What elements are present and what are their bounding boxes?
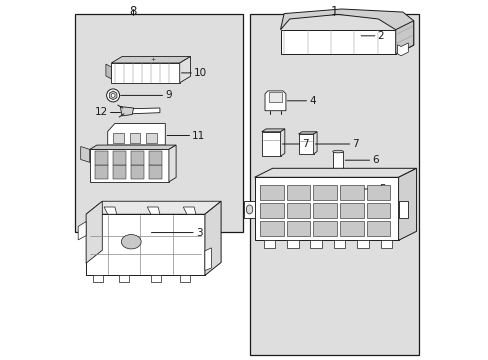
Polygon shape [204, 248, 211, 270]
Bar [313, 203, 336, 218]
Polygon shape [147, 207, 160, 214]
Bar [313, 184, 336, 200]
Polygon shape [398, 201, 407, 218]
Polygon shape [298, 132, 316, 134]
Polygon shape [397, 43, 407, 56]
Polygon shape [244, 201, 254, 218]
Bar [332, 152, 343, 169]
Text: 7: 7 [282, 139, 308, 149]
Bar [356, 240, 368, 248]
Polygon shape [254, 168, 416, 177]
Bar [151, 275, 161, 282]
Bar [113, 151, 125, 165]
Polygon shape [89, 145, 176, 149]
Bar [366, 184, 389, 200]
Polygon shape [261, 132, 280, 156]
Polygon shape [111, 57, 190, 63]
Bar [113, 133, 123, 143]
Text: 1: 1 [330, 5, 338, 18]
Text: 12: 12 [94, 107, 107, 117]
Polygon shape [111, 63, 179, 83]
Bar [263, 240, 275, 248]
Bar [260, 184, 283, 200]
Circle shape [106, 89, 120, 102]
Text: 11: 11 [167, 131, 205, 140]
Polygon shape [78, 221, 86, 240]
Circle shape [111, 94, 115, 97]
Polygon shape [86, 214, 204, 275]
Bar [260, 203, 283, 218]
Polygon shape [120, 107, 133, 116]
Bar [333, 240, 345, 248]
Bar [179, 275, 189, 282]
Text: 5: 5 [362, 184, 386, 194]
Bar [249, 14, 418, 355]
Bar [93, 275, 103, 282]
Polygon shape [81, 147, 89, 162]
Polygon shape [109, 91, 117, 100]
Polygon shape [131, 108, 160, 114]
Bar [310, 240, 321, 248]
Polygon shape [104, 207, 117, 214]
Bar [366, 203, 389, 218]
Bar [339, 184, 363, 200]
Text: 6: 6 [345, 155, 378, 165]
Bar [286, 184, 310, 200]
Polygon shape [280, 30, 395, 54]
Bar [131, 165, 143, 179]
Text: 7: 7 [315, 139, 358, 149]
Bar [75, 14, 242, 232]
Bar [95, 151, 107, 165]
Polygon shape [107, 123, 165, 145]
Ellipse shape [332, 150, 343, 153]
Polygon shape [204, 201, 221, 275]
Text: 2: 2 [361, 31, 384, 41]
Polygon shape [254, 177, 398, 240]
Polygon shape [89, 149, 168, 182]
Polygon shape [395, 21, 413, 54]
Polygon shape [264, 91, 285, 111]
Bar [339, 221, 363, 236]
Polygon shape [298, 134, 313, 154]
Bar [366, 221, 389, 236]
Polygon shape [168, 145, 176, 182]
Bar [149, 165, 162, 179]
Polygon shape [313, 132, 316, 154]
Polygon shape [280, 129, 284, 156]
Bar [339, 203, 363, 218]
Text: 3: 3 [151, 228, 202, 238]
Bar [286, 203, 310, 218]
Bar [129, 133, 140, 143]
Bar [380, 240, 391, 248]
Text: 8: 8 [129, 5, 136, 18]
Bar [286, 240, 298, 248]
Text: +: + [150, 57, 156, 62]
Text: 9: 9 [121, 90, 172, 100]
Polygon shape [183, 207, 196, 214]
Bar [118, 275, 128, 282]
Bar [146, 133, 157, 143]
Polygon shape [280, 9, 413, 54]
Polygon shape [398, 168, 416, 240]
Bar [268, 93, 282, 102]
Bar [260, 221, 283, 236]
Bar [286, 221, 310, 236]
Polygon shape [86, 201, 221, 214]
Bar [113, 165, 125, 179]
Ellipse shape [121, 235, 141, 249]
Bar [95, 165, 107, 179]
Polygon shape [261, 129, 284, 132]
Polygon shape [86, 201, 102, 263]
Polygon shape [179, 57, 190, 83]
Text: 10: 10 [181, 68, 207, 78]
Polygon shape [106, 64, 111, 79]
Polygon shape [344, 181, 360, 197]
Ellipse shape [246, 205, 252, 214]
Bar [313, 221, 336, 236]
Text: 4: 4 [287, 96, 315, 106]
Bar [149, 151, 162, 165]
Bar [131, 151, 143, 165]
